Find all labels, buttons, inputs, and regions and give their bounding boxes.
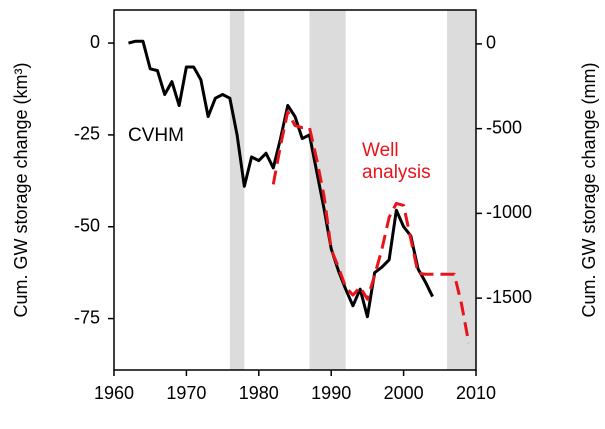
x-tick-label: 1990 <box>311 383 351 403</box>
shaded-period <box>309 10 346 370</box>
y2-tick-label: -1000 <box>486 202 532 222</box>
series-label: Well analysis <box>362 140 431 183</box>
x-tick-label: 2010 <box>456 383 496 403</box>
y-tick-label: -75 <box>74 307 100 327</box>
series-label: CVHM <box>128 125 184 146</box>
x-tick-label: 2000 <box>384 383 424 403</box>
x-tick-label: 1980 <box>239 383 279 403</box>
series-line <box>271 110 471 344</box>
y-tick-label: 0 <box>90 32 100 52</box>
x-tick-label: 1960 <box>94 383 134 403</box>
y2-tick-label: 0 <box>486 33 496 53</box>
y2-tick-label: -1500 <box>486 287 532 307</box>
plot-frame <box>113 9 477 371</box>
y-tick-label: -25 <box>74 124 100 144</box>
shaded-period <box>229 10 245 370</box>
y2-tick-label: -500 <box>486 117 522 137</box>
x-tick-label: 1970 <box>166 383 206 403</box>
y2-axis-label: Cum. GW storage change (mm) <box>579 62 599 317</box>
y-tick-label: -50 <box>74 215 100 235</box>
shaded-period <box>447 10 476 370</box>
y-axis-label: Cum. GW storage change (km³) <box>11 62 31 317</box>
